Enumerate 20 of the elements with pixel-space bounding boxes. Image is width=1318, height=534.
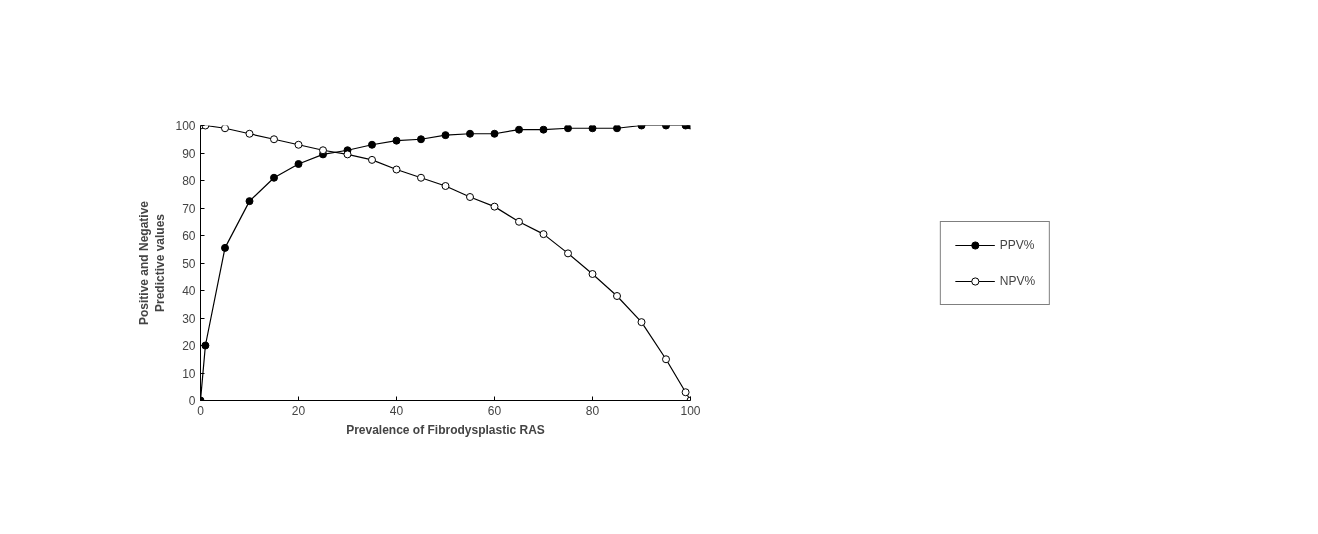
y-tick-label: 80 [182,174,196,188]
legend-label: NPV% [999,273,1036,288]
y-tick-label: 90 [182,146,196,161]
y-tick-label: 50 [182,256,196,271]
x-tick-label: 20 [291,403,306,418]
x-tick-label: 40 [389,403,404,418]
x-tick-label: 100 [680,403,701,418]
x-tick-label: 60 [487,403,502,418]
x-axis-title: Prevalence of Fibrodysplastic RAS [346,422,545,437]
y-tick-label: 100 [175,119,196,133]
y-tick-label: 60 [182,229,196,243]
y-tick-label: 0 [188,394,196,408]
y-tick-label: 20 [182,339,196,353]
legend-label: PPV% [999,237,1035,252]
x-tick-label: 80 [585,403,600,418]
y-tick-label: 10 [182,366,196,381]
y-axis-title: Positive and Negative Predictive values [136,200,168,326]
y-tick-label: 70 [182,201,196,216]
y-tick-label: 40 [182,284,196,298]
y-tick-label: 30 [182,311,196,326]
